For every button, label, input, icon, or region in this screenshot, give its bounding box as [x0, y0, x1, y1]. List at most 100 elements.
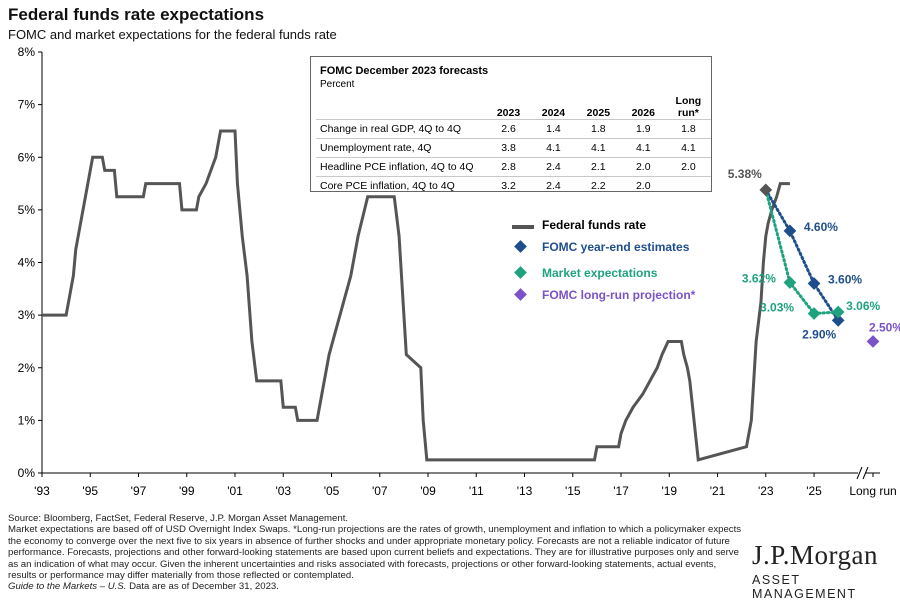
y-tick-label: 5% [18, 203, 36, 217]
y-tick-label: 0% [18, 466, 36, 480]
fed-funds-line [42, 129, 790, 462]
y-tick-label: 6% [18, 150, 36, 164]
table-cell: 4.1 [575, 138, 621, 158]
x-tick-label: '23 [758, 484, 774, 498]
x-tick-label: '13 [517, 484, 533, 498]
table-cell: 2.0 [620, 176, 666, 195]
legend-label: Market expectations [542, 266, 658, 280]
table-row: Change in real GDP, 4Q to 4Q 2.6 1.4 1.8… [316, 119, 711, 139]
legend-swatch [512, 225, 534, 229]
col-header: 2025 [586, 107, 611, 119]
footnote-date: Data are as of December 31, 2023. [129, 581, 279, 593]
col-header: Long run* [675, 95, 702, 119]
data-label: 3.60% [828, 273, 862, 287]
table-cell: 4.1 [620, 138, 666, 158]
table-cell: 4.1 [665, 138, 711, 158]
y-tick-label: 1% [18, 413, 36, 427]
x-tick-label: '19 [661, 484, 677, 498]
row-label: Headline PCE inflation, 4Q to 4Q [316, 157, 487, 177]
chart-subtitle: FOMC and market expectations for the fed… [8, 27, 337, 42]
col-header: 2024 [541, 107, 566, 119]
current-rate-marker [759, 183, 773, 197]
x-tick-label: '15 [565, 484, 581, 498]
x-tick-label: '07 [372, 484, 388, 498]
legend-label: Federal funds rate [542, 218, 647, 232]
table-cell: 1.8 [575, 119, 621, 139]
row-label: Core PCE inflation, 4Q to 4Q [316, 176, 487, 195]
table-cell: 1.4 [530, 119, 576, 139]
fomc-estimate-line [764, 188, 840, 322]
data-label: 2.50% [869, 320, 900, 334]
table-cell [665, 176, 711, 195]
x-tick-label: '25 [806, 484, 822, 498]
logo-name: J.P.Morgan [752, 540, 879, 570]
forecast-table-title: FOMC December 2023 forecasts [320, 65, 489, 77]
x-tick-label: '99 [179, 484, 195, 498]
long-run-projection-point [866, 335, 880, 348]
data-label: 3.62% [742, 271, 776, 285]
forecast-table-unit: Percent [320, 79, 355, 90]
table-cell: 2.8 [486, 157, 531, 177]
row-label: Change in real GDP, 4Q to 4Q [316, 119, 487, 139]
table-cell: 1.8 [665, 119, 711, 139]
table-cell: 1.9 [620, 119, 666, 139]
table-row: Core PCE inflation, 4Q to 4Q 3.2 2.4 2.2… [316, 176, 711, 195]
col-header: 2026 [631, 107, 655, 119]
x-tick-label: '97 [131, 484, 147, 498]
x-tick-label: '11 [469, 484, 484, 498]
data-label: 2.90% [802, 327, 836, 341]
footnote-source: Source: Bloomberg, FactSet, Federal Rese… [8, 513, 349, 524]
x-tick-label: '03 [275, 484, 291, 498]
y-tick-label: 7% [18, 98, 36, 112]
x-tick-label: '09 [420, 484, 436, 498]
forecast-table: 2023 2024 2025 2026 Long run* Change in … [316, 93, 711, 195]
data-label: 3.06% [846, 299, 880, 313]
footnote-body: Market expectations are based off of USD… [8, 524, 742, 582]
table-cell: 2.6 [486, 119, 531, 139]
footnote: Source: Bloomberg, FactSet, Federal Rese… [8, 513, 743, 593]
market-expectation-point [831, 305, 845, 319]
table-cell: 2.0 [620, 157, 666, 177]
axis-break-mark [862, 466, 869, 480]
table-cell: 2.4 [530, 157, 576, 177]
forecast-table-header: 2023 2024 2025 2026 Long run* [316, 93, 711, 120]
fomc-estimate-point [783, 224, 797, 238]
market-expectation-point [783, 276, 797, 289]
x-tick-label: '05 [324, 484, 340, 498]
legend-label: FOMC long-run projection* [542, 288, 696, 302]
table-cell: 2.2 [575, 176, 621, 195]
jpmorgan-logo: J.P.Morgan ASSET MANAGEMENT [752, 540, 892, 601]
legend-label: FOMC year-end estimates [542, 240, 690, 254]
table-cell: 2.1 [575, 157, 621, 177]
y-tick-label: 3% [18, 308, 36, 322]
fed-funds-chart: 0% 1% 2% 3% 4% 5% 6% 7% 8% '93 '95 '97 '99 '01 '03 '05 '… [18, 45, 900, 498]
table-row: Unemployment rate, 4Q 3.8 4.1 4.1 4.1 4.… [316, 138, 711, 158]
table-cell: 4.1 [530, 138, 576, 158]
market-expectation-line [764, 188, 840, 316]
table-row: Headline PCE inflation, 4Q to 4Q 2.8 2.4… [316, 157, 711, 177]
data-label: 3.03% [760, 301, 794, 315]
y-tick-label: 4% [18, 256, 36, 270]
table-cell: 2.4 [530, 176, 576, 195]
x-tick-label: '95 [82, 484, 98, 498]
x-tick-label: '17 [613, 484, 629, 498]
x-tick-label: Long run [849, 484, 896, 498]
logo-subtitle: ASSET MANAGEMENT [752, 573, 857, 601]
table-cell: 3.8 [486, 138, 531, 158]
data-label: 4.60% [804, 220, 838, 234]
row-label-header [316, 93, 486, 120]
table-cell: 2.0 [665, 157, 711, 177]
market-expectation-point [807, 307, 821, 320]
fomc-estimate-point [807, 277, 821, 290]
x-tick-label: '01 [227, 484, 243, 498]
y-tick-label: 8% [18, 45, 36, 59]
axis-break-mark [856, 466, 863, 480]
col-header: 2023 [496, 107, 521, 119]
forecast-table-box: FOMC December 2023 forecasts Percent 202… [310, 56, 712, 195]
data-label: 5.38% [728, 167, 762, 181]
y-tick-label: 2% [18, 361, 36, 375]
x-tick-label: '93 [34, 484, 50, 498]
row-label: Unemployment rate, 4Q [316, 138, 487, 158]
table-cell: 3.2 [486, 176, 531, 195]
x-tick-label: '21 [710, 484, 726, 498]
